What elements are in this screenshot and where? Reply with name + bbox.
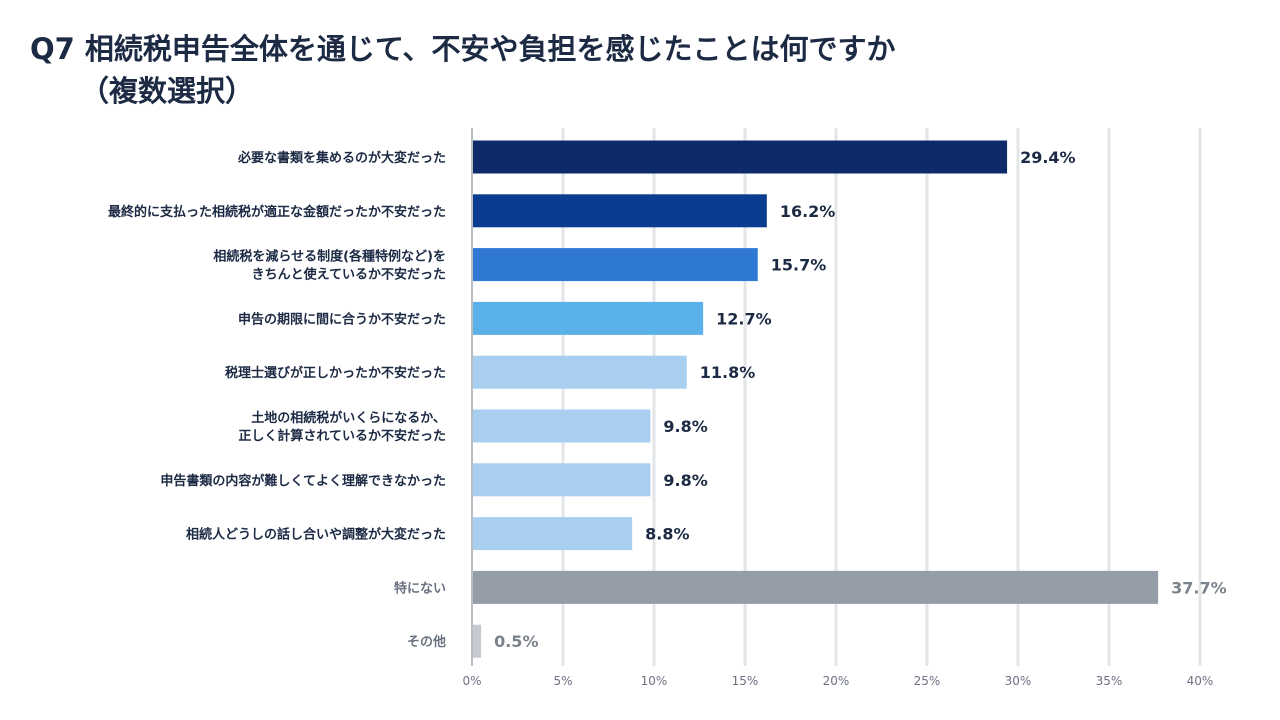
chart-title-line-2: （複数選択） bbox=[80, 74, 255, 108]
category-label: 税理士選びが正しかったか不安だった bbox=[225, 365, 446, 381]
bar bbox=[472, 409, 651, 443]
x-tick-label: 25% bbox=[914, 674, 941, 688]
data-label: 9.8% bbox=[663, 417, 707, 436]
data-label: 11.8% bbox=[700, 363, 756, 382]
bar bbox=[472, 140, 1008, 174]
bar bbox=[472, 355, 687, 389]
category-label: きちんと使えているか不安だった bbox=[252, 267, 446, 283]
category-label: 必要な書類を集めるのが大変だった bbox=[237, 150, 446, 166]
category-label: その他 bbox=[407, 634, 446, 650]
x-tick-label: 10% bbox=[641, 674, 668, 688]
bar bbox=[472, 624, 482, 658]
category-label: 申告書類の内容が難しくてよく理解できなかった bbox=[160, 473, 446, 489]
data-label: 15.7% bbox=[771, 256, 827, 275]
data-label: 0.5% bbox=[494, 632, 538, 651]
chart-title-line-1: Q7 相続税申告全体を通じて、不安や負担を感じたことは何ですか bbox=[30, 32, 896, 66]
x-tick-label: 20% bbox=[823, 674, 850, 688]
category-label: 最終的に支払った相続税が適正な金額だったか不安だった bbox=[108, 204, 446, 220]
x-tick-label: 0% bbox=[462, 674, 481, 688]
data-label: 16.2% bbox=[780, 202, 836, 221]
data-label: 9.8% bbox=[663, 471, 707, 490]
bar bbox=[472, 517, 633, 551]
x-tick-label: 40% bbox=[1187, 674, 1214, 688]
data-label: 12.7% bbox=[716, 309, 772, 328]
x-tick-label: 15% bbox=[732, 674, 759, 688]
bar bbox=[472, 248, 758, 282]
bar bbox=[472, 570, 1159, 604]
bar bbox=[472, 463, 651, 497]
data-label: 29.4% bbox=[1020, 148, 1076, 167]
category-label: 申告の期限に間に合うか不安だった bbox=[238, 311, 446, 327]
category-label: 相続人どうしの話し合いや調整が大変だった bbox=[186, 527, 446, 543]
x-tick-label: 5% bbox=[553, 674, 572, 688]
chart-title: Q7 相続税申告全体を通じて、不安や負担を感じたことは何ですか （複数選択） bbox=[30, 28, 1230, 112]
bar bbox=[472, 301, 704, 335]
category-label: 土地の相続税がいくらになるか、 bbox=[251, 410, 446, 426]
category-label: 特にない bbox=[394, 580, 446, 596]
x-tick-label: 30% bbox=[1005, 674, 1032, 688]
data-label: 8.8% bbox=[645, 525, 689, 544]
data-label: 37.7% bbox=[1171, 578, 1227, 597]
x-tick-label: 35% bbox=[1096, 674, 1123, 688]
category-label: 正しく計算されているか不安だった bbox=[238, 428, 446, 444]
category-label: 相続税を減らせる制度(各種特例など)を bbox=[213, 249, 446, 265]
bar bbox=[472, 194, 767, 228]
